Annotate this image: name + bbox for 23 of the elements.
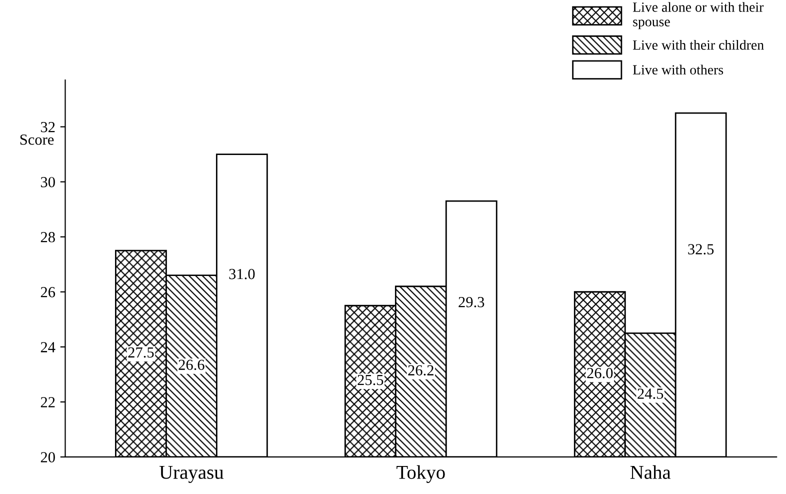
data-label: 25.5 [358,374,384,386]
legend-label: Live with their children [632,40,764,50]
data-label: 31.0 [229,268,255,280]
x-tick-label: Naha [630,465,671,479]
x-tick-label: Tokyo [396,465,445,483]
legend-label: Live with others [632,64,724,75]
data-label: 26.0 [587,368,613,378]
y-tick-label: 26 [40,287,56,298]
data-label: 27.5 [128,347,154,358]
data-label: 26.6 [178,360,204,370]
y-tick-label: 20 [40,452,55,462]
x-tick-label: Urayasu [159,466,224,483]
y-tick-label: 30 [40,176,55,188]
y-tick-label: 28 [40,232,55,242]
data-label: 32.5 [688,244,714,254]
y-axis-title: Score [20,134,54,145]
data-label: 29.3 [458,296,484,308]
data-label: 24.5 [638,388,664,399]
y-tick-label: 24 [40,342,56,352]
legend-label: Live alone or with their spouse [632,2,764,30]
y-tick-label: 22 [40,397,55,408]
y-tick-label: 32 [40,122,55,132]
data-label: 26.2 [408,365,434,376]
